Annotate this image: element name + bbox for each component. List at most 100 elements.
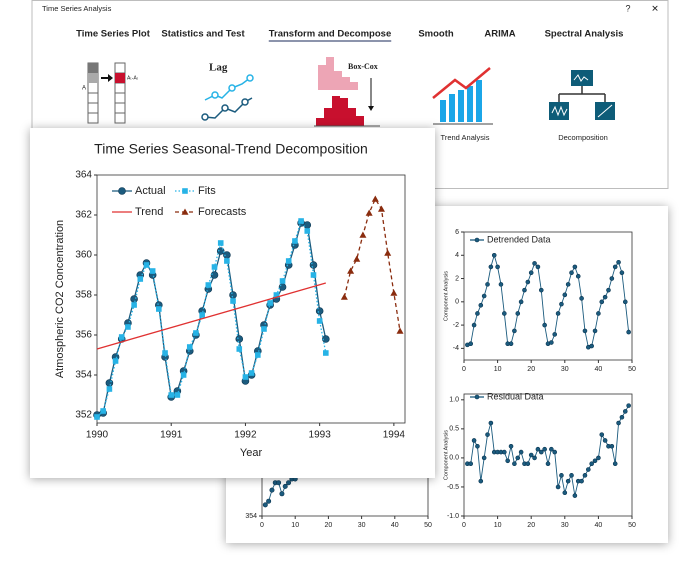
marker: [491, 252, 497, 258]
marker: [255, 352, 261, 358]
marker: [549, 446, 554, 452]
marker: [156, 306, 162, 312]
trend-analysis-icon[interactable]: Trend Analysis: [432, 67, 493, 142]
y-tick-label: 2: [455, 275, 459, 282]
marker: [371, 195, 379, 202]
box-cox-icon[interactable]: Box-Cox: [314, 57, 380, 127]
marker: [488, 264, 494, 270]
window-title: Time Series Analysis: [42, 4, 112, 13]
marker: [168, 392, 175, 398]
marker: [602, 294, 608, 300]
marker: [515, 311, 521, 316]
marker: [535, 264, 541, 270]
marker: [143, 262, 150, 268]
icon-shape: [211, 91, 219, 99]
marker: [616, 259, 621, 265]
icon-shape: [114, 62, 126, 124]
marker: [572, 264, 578, 270]
marker: [485, 432, 490, 437]
marker: [622, 409, 628, 414]
marker: [626, 403, 631, 408]
marker: [282, 483, 288, 489]
icon-shape: [318, 57, 358, 90]
marker: [273, 292, 280, 298]
marker: [532, 455, 537, 461]
x-tick-label: 50: [424, 522, 432, 529]
marker: [125, 324, 131, 330]
marker: [236, 346, 243, 352]
difference-icon[interactable]: A Aₜ-Aₜ: [82, 62, 139, 124]
y-tick-label: 354: [75, 370, 92, 381]
marker: [112, 358, 119, 364]
legend-label: Residual Data: [487, 391, 544, 401]
marker: [292, 238, 298, 244]
icon-label: Aₜ-Aₜ: [127, 75, 139, 81]
marker: [261, 326, 267, 332]
icon-shape: [246, 74, 254, 82]
y-axis-label: Component Analysis: [443, 271, 449, 321]
close-button[interactable]: ✕: [651, 3, 659, 13]
legend-label: Detrended Data: [487, 234, 551, 244]
marker: [267, 300, 273, 306]
marker: [596, 455, 601, 461]
marker: [468, 461, 474, 467]
marker: [565, 478, 571, 484]
marker: [105, 379, 114, 387]
chart: 0 10 20 30 40 50 -4 -2 0 2 4 6 Component Analysis Det…: [443, 229, 636, 373]
marker: [562, 292, 568, 298]
marker: [224, 258, 230, 264]
marker: [475, 443, 480, 449]
chart: 1990 1991 1992 1993 1994 352 354 356 358 360 362 36…: [54, 141, 406, 459]
legend-label: Actual: [135, 185, 166, 197]
marker: [248, 370, 255, 376]
chart-title: Time Series Seasonal-Trend Decomposition: [94, 141, 368, 157]
tab[interactable]: Statistics and Test: [161, 29, 245, 40]
icon-label: Trend Analysis: [441, 133, 490, 142]
tab[interactable]: Time Series Plot: [76, 29, 151, 40]
legend-marker: [474, 237, 480, 243]
marker: [316, 318, 323, 324]
marker: [622, 299, 628, 305]
marker: [518, 299, 524, 305]
marker: [602, 438, 608, 443]
marker: [262, 502, 268, 508]
marker: [309, 261, 318, 269]
help-button[interactable]: ?: [625, 3, 630, 13]
y-tick-label: 352: [75, 410, 92, 421]
marker: [353, 255, 361, 262]
icon-arrow: [108, 74, 113, 82]
marker: [525, 279, 531, 285]
marker: [592, 458, 598, 464]
marker: [162, 350, 168, 356]
x-tick-label: 0: [462, 366, 466, 373]
marker: [555, 484, 561, 490]
marker: [315, 307, 324, 315]
icon-shape: [558, 86, 606, 102]
tab[interactable]: Spectral Analysis: [545, 29, 624, 40]
tab[interactable]: Transform and Decompose: [269, 29, 391, 40]
decomposition-icon[interactable]: Decomposition: [549, 70, 615, 142]
marker: [569, 270, 574, 276]
y-tick-label: 4: [455, 252, 459, 259]
tab[interactable]: ARIMA: [484, 29, 515, 40]
x-tick-label: 10: [494, 366, 502, 373]
legend-marker: [474, 394, 480, 400]
marker: [498, 282, 504, 287]
marker: [149, 268, 156, 274]
marker: [552, 332, 558, 337]
x-tick-label: 1993: [309, 430, 332, 441]
marker: [365, 209, 373, 216]
marker: [230, 298, 236, 304]
marker: [377, 205, 385, 212]
marker: [199, 312, 205, 318]
marker: [589, 461, 594, 467]
icon-shape: [551, 74, 613, 118]
tab[interactable]: Smooth: [418, 29, 454, 40]
marker: [512, 328, 517, 334]
y-tick-label: 362: [75, 210, 92, 221]
marker: [279, 491, 285, 497]
lag-icon[interactable]: Lag: [201, 62, 254, 121]
marker: [390, 289, 398, 296]
x-tick-label: 40: [595, 366, 603, 373]
x-tick-label: 1994: [383, 430, 406, 441]
